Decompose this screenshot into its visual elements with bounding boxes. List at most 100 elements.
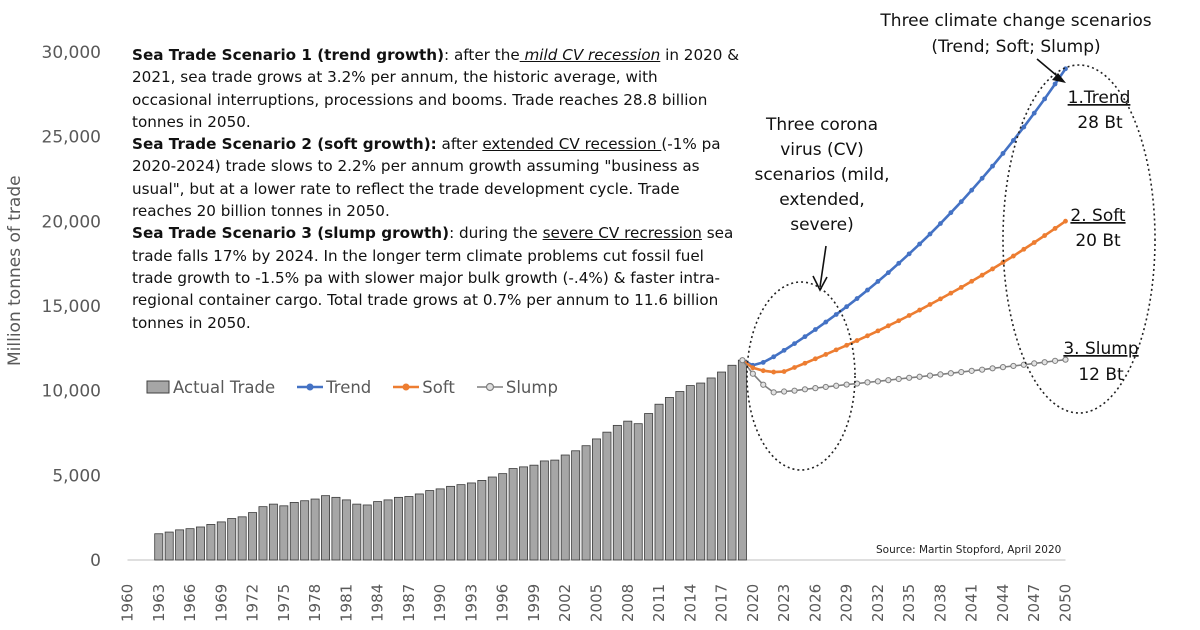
trade-bar	[592, 438, 601, 561]
point-soft	[1052, 226, 1058, 231]
x-tick-label: 1990	[431, 584, 449, 622]
climate-ellipse	[1002, 64, 1156, 414]
point-soft	[938, 296, 943, 302]
slump-end-value: 12 Bt	[1078, 365, 1124, 385]
scenario-3-text-a: : during the	[449, 224, 543, 243]
point-slump	[999, 364, 1007, 371]
trade-bar	[477, 480, 487, 561]
point-trend	[969, 187, 975, 193]
corona-text-line3: scenarios (mild,	[754, 165, 889, 185]
point-trend	[938, 221, 943, 226]
point-trend	[844, 304, 850, 310]
point-soft	[927, 302, 933, 307]
point-soft	[750, 365, 756, 371]
point-soft	[1021, 246, 1027, 252]
x-tick-label: 2020	[744, 584, 762, 622]
x-tick-label: 2008	[619, 584, 637, 622]
scenario-2-note: Sea Trade Scenario 2 (soft growth): afte…	[132, 133, 742, 222]
point-slump	[760, 381, 767, 388]
point-trend	[1000, 151, 1006, 156]
point-slump	[1041, 359, 1048, 366]
corona-text-line1: Three corona	[765, 115, 878, 135]
point-slump	[874, 378, 882, 385]
trade-bar	[581, 445, 591, 561]
point-slump	[822, 383, 829, 391]
point-trend	[1052, 81, 1058, 87]
point-trend	[906, 251, 912, 257]
point-slump	[926, 372, 934, 379]
point-slump	[989, 365, 996, 372]
point-soft	[854, 338, 860, 343]
point-trend	[990, 163, 995, 169]
trade-bar	[623, 420, 633, 561]
point-trend	[823, 319, 829, 325]
point-trend	[885, 270, 891, 276]
point-trend	[979, 175, 985, 181]
x-tick-label: 1987	[400, 584, 418, 622]
point-slump	[843, 381, 850, 388]
point-slump	[895, 375, 902, 383]
trade-bar	[571, 450, 581, 561]
trade-bar	[519, 466, 529, 561]
point-trend	[760, 359, 766, 365]
trade-bar	[539, 460, 549, 561]
x-tick-label: 1960	[119, 584, 137, 622]
legend-label-slump: Slump	[505, 377, 558, 397]
point-soft	[1042, 233, 1048, 238]
point-soft	[802, 360, 808, 366]
scenario-lines	[739, 66, 1069, 396]
point-slump	[1031, 360, 1038, 367]
trade-bar	[321, 495, 330, 561]
trade-bar	[435, 488, 445, 561]
x-tick-label: 1999	[525, 584, 543, 622]
point-slump	[979, 366, 986, 373]
point-trend	[1021, 124, 1027, 130]
legend-item-actual-trade: Actual Trade	[146, 378, 275, 397]
point-soft	[885, 323, 891, 329]
legend-label-trend: Trend	[326, 377, 372, 397]
legend-item-trend: Trend	[297, 378, 371, 397]
scenario-2-text-a: after	[436, 135, 483, 154]
x-tick-label: 2014	[681, 584, 699, 622]
trade-bar	[279, 505, 289, 561]
trade-bar	[644, 413, 654, 561]
trade-bar	[237, 516, 247, 561]
point-soft	[844, 342, 850, 348]
source-note: Source: Martin Stopford, April 2020	[876, 544, 1062, 556]
trade-bar	[727, 364, 737, 561]
trade-bar	[654, 403, 664, 561]
point-slump	[916, 373, 923, 380]
trade-bar	[602, 431, 612, 561]
climate-arrow	[1036, 58, 1066, 83]
x-tick-label: 1978	[306, 584, 324, 622]
corona-ellipse	[746, 281, 856, 471]
trade-bar	[633, 423, 643, 561]
trade-bar	[373, 501, 383, 561]
x-tick-label: 2032	[869, 584, 887, 622]
trend-end-value: 28 Bt	[1077, 113, 1123, 133]
point-soft	[823, 352, 829, 357]
point-slump	[937, 371, 944, 378]
point-soft	[948, 290, 954, 296]
trade-bar	[227, 518, 237, 561]
point-slump	[770, 389, 777, 396]
x-tick-label: 1996	[494, 584, 512, 622]
point-slump	[958, 368, 965, 376]
point-trend	[771, 354, 777, 360]
point-soft	[958, 284, 964, 290]
y-tick-label: 25,000	[42, 128, 101, 148]
point-soft	[1031, 240, 1037, 245]
trade-bar	[696, 382, 706, 561]
point-trend	[812, 327, 818, 332]
point-trend	[1042, 96, 1048, 102]
point-trend	[854, 296, 860, 301]
point-soft	[875, 328, 881, 334]
actual-trade-bars	[154, 359, 747, 561]
trade-bar	[560, 454, 570, 561]
x-tick-label: 2035	[900, 584, 918, 622]
y-tick-label: 5,000	[52, 466, 101, 486]
soft-end-value: 20 Bt	[1075, 231, 1121, 251]
y-tick-label: 30,000	[42, 43, 101, 63]
trade-bar	[612, 424, 622, 561]
point-slump	[739, 357, 746, 364]
